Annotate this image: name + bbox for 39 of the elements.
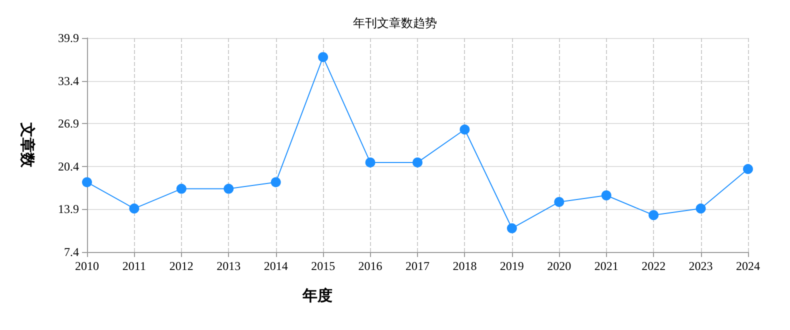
x-tick-label: 2018	[452, 259, 477, 273]
point	[224, 184, 234, 194]
x-tick-label: 2019	[500, 259, 524, 273]
x-tick-label: 2014	[264, 259, 288, 273]
x-tick-label: 2020	[547, 259, 572, 273]
point	[648, 210, 659, 220]
point	[82, 177, 92, 188]
point	[176, 184, 186, 194]
x-tick-label: 2011	[122, 259, 146, 273]
x-tick-label: 2023	[688, 259, 713, 273]
x-tick-label: 2015	[311, 259, 336, 273]
x-tick-label: 2024	[736, 259, 760, 273]
x-tick-label: 2022	[642, 259, 666, 273]
point	[270, 177, 281, 188]
chart-title: 年刊文章数趋势	[353, 16, 437, 30]
point	[696, 204, 706, 214]
point	[554, 196, 564, 207]
y-tick-label: 20.4	[58, 159, 79, 174]
y-axis-title: 文章数	[18, 122, 36, 168]
x-tick-label: 2012	[169, 259, 194, 273]
y-tick-label: 33.4	[58, 74, 79, 88]
x-tick-label: 2017	[406, 259, 430, 273]
point	[601, 190, 612, 200]
y-tick-label: 13.9	[58, 202, 79, 216]
x-tick-label: 2021	[594, 259, 618, 273]
x-tick-label: 2016	[358, 259, 382, 273]
point	[412, 157, 422, 168]
y-tick-label: 26.9	[58, 116, 79, 131]
y-tick-label: 7.4	[64, 245, 79, 259]
point	[460, 124, 470, 135]
y-tick-label: 39.9	[58, 31, 79, 45]
point	[506, 223, 517, 234]
point	[365, 157, 376, 168]
point	[743, 164, 753, 174]
point	[129, 204, 140, 214]
point	[318, 52, 328, 62]
x-axis-title: 年度	[302, 286, 332, 304]
x-tick-label: 2010	[75, 259, 99, 273]
x-tick-label: 2013	[216, 259, 241, 273]
